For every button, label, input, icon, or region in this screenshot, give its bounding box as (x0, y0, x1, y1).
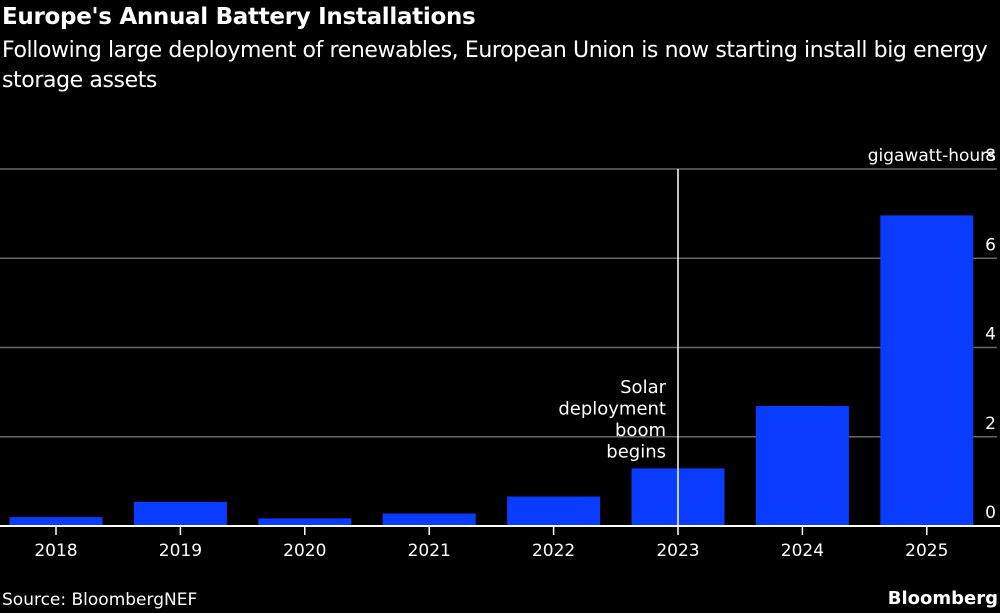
bar-2022 (507, 496, 601, 526)
y-axis-unit-label: gigawatt-hours (867, 146, 996, 166)
chart-subtitle: Following large deployment of renewables… (2, 38, 988, 93)
x-tick-label: 2025 (905, 541, 948, 561)
x-tick-label: 2024 (781, 541, 824, 561)
bloomberg-logo: Bloomberg (887, 588, 998, 609)
bar-2019 (133, 501, 227, 526)
chart-title: Europe's Annual Battery Installations (2, 4, 476, 30)
y-tick-label: 6 (985, 235, 996, 255)
y-tick-label: 0 (985, 503, 996, 523)
annotation-text: Solar (620, 377, 666, 398)
x-tick-label: 2023 (656, 541, 699, 561)
y-tick-label: 8 (985, 146, 996, 166)
bar-2020 (258, 518, 352, 526)
bar-2018 (9, 517, 103, 526)
x-tick-label: 2020 (283, 541, 326, 561)
bar-2025 (880, 215, 974, 526)
gridlines (0, 168, 997, 438)
x-tick-label: 2022 (532, 541, 575, 561)
x-tick-label: 2018 (34, 541, 77, 561)
y-axis-ticks: 0 2 4 6 8 (985, 146, 996, 523)
source-note: Source: BloombergNEF (2, 590, 198, 610)
annotation-text: boom (615, 420, 666, 441)
bar-2021 (382, 513, 476, 526)
annotation-text: deployment (558, 399, 666, 420)
x-tick-label: 2019 (159, 541, 202, 561)
bar-2024 (755, 405, 849, 526)
y-tick-label: 2 (985, 414, 996, 434)
x-tick-label: 2021 (408, 541, 451, 561)
bars (9, 215, 974, 526)
annotation-text: begins (606, 442, 666, 463)
y-tick-label: 4 (985, 325, 996, 345)
x-axis: 2018 2019 2020 2021 2022 2023 2024 2025 (0, 525, 1000, 561)
